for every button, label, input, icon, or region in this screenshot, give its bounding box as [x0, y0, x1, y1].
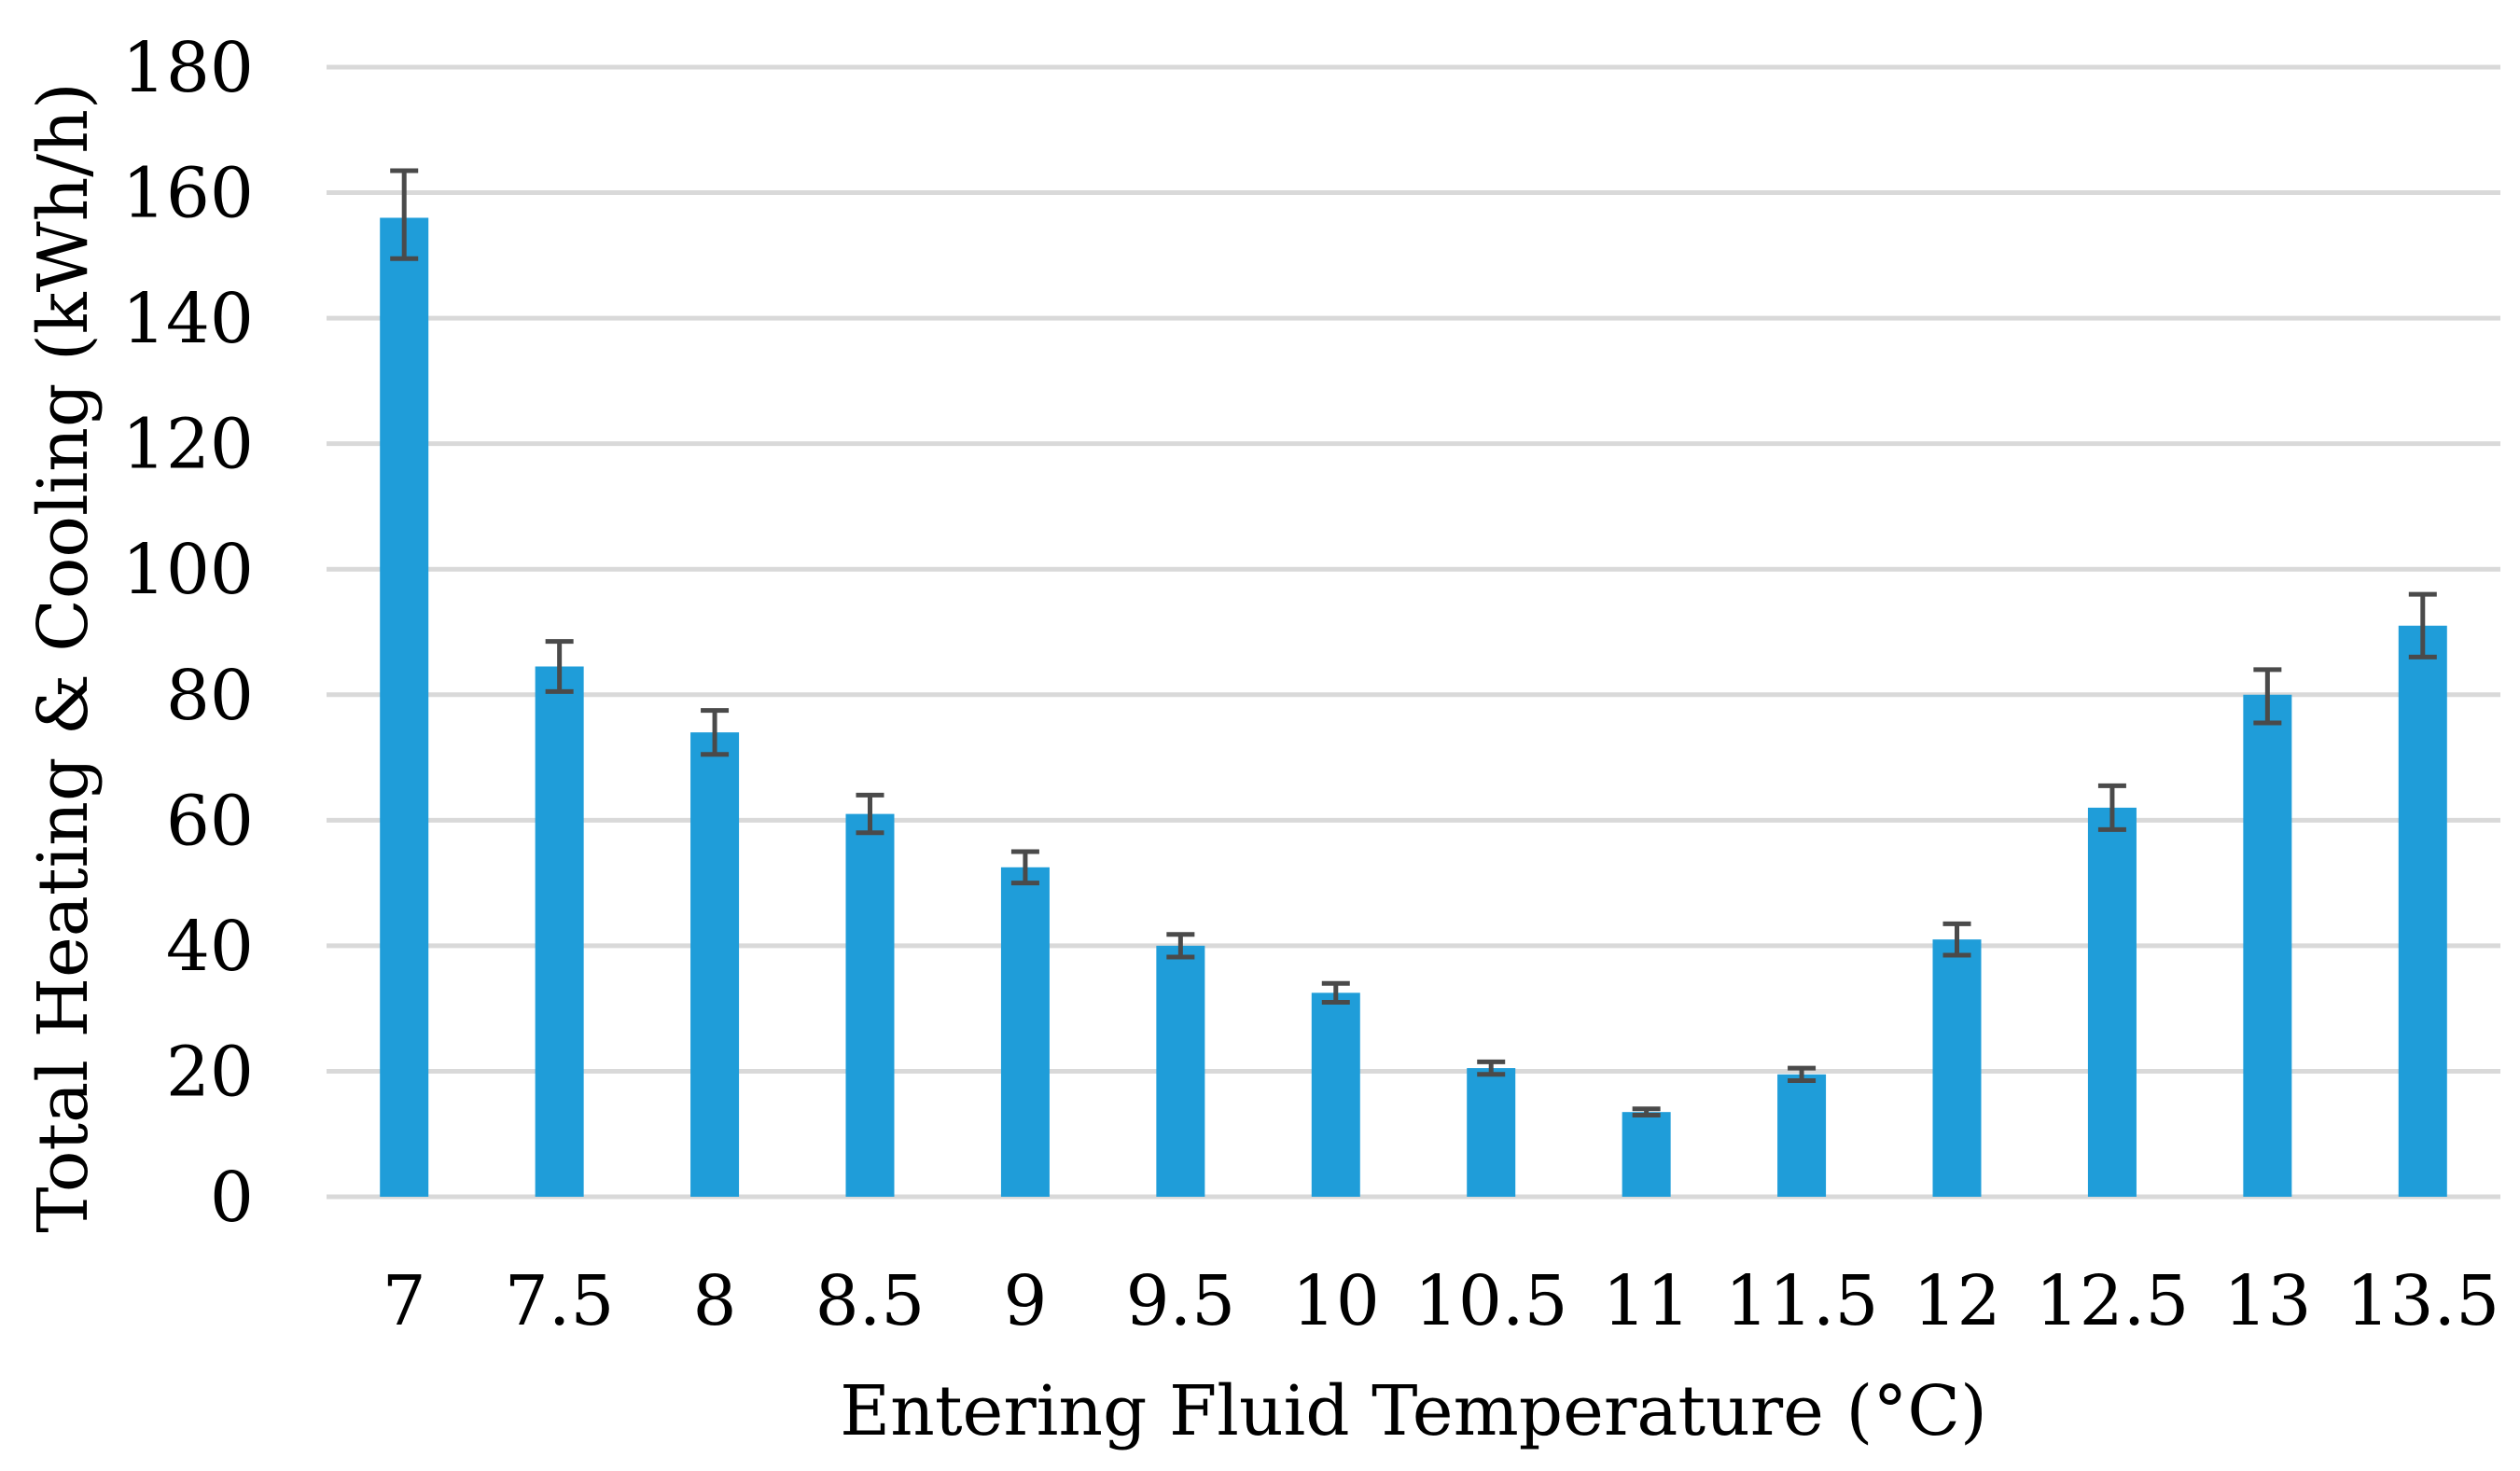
y-tick-label: 160: [122, 154, 254, 234]
y-tick-label: 180: [122, 28, 254, 108]
error-bar-13.5: [2408, 591, 2437, 659]
bars: [380, 217, 2447, 1197]
error-bar-11: [1632, 1106, 1661, 1118]
bar-8.5: [845, 813, 895, 1197]
x-tick-label: 13: [2223, 1261, 2311, 1341]
error-bar-10.5: [1477, 1059, 1506, 1077]
y-tick-label: 120: [122, 405, 254, 485]
error-bar-12.5: [2097, 783, 2126, 832]
x-tick-label: 9: [1003, 1261, 1047, 1341]
bar-7.5: [535, 666, 584, 1197]
bar-9: [1000, 867, 1050, 1197]
x-tick-label: 11.5: [1725, 1261, 1879, 1341]
error-bar-9.5: [1166, 932, 1195, 960]
x-tick-label: 7.5: [505, 1261, 615, 1341]
y-tick-label: 40: [166, 907, 254, 987]
bar-12.5: [2087, 807, 2137, 1197]
y-tick-label: 100: [122, 530, 254, 610]
y-axis-title: Total Heating & Cooling (kWh/h): [23, 82, 104, 1233]
x-axis-tick-labels: 7 7.5 8 8.5 9 9.5 10 10.5 11 11.5 12 12.5 13 13.5: [383, 1261, 2500, 1341]
x-tick-label: 7: [383, 1261, 426, 1341]
y-axis-tick-labels: 0 20 40 60 80 100 120 140 160 180: [122, 28, 254, 1238]
bar-8: [690, 732, 740, 1197]
error-bar-9: [1010, 849, 1039, 886]
error-bar-10: [1321, 980, 1350, 1005]
x-axis-title: Entering Fluid Temperature (°C): [840, 1371, 1987, 1451]
y-tick-label: 80: [166, 656, 254, 736]
x-tick-label: 9.5: [1126, 1261, 1236, 1341]
x-tick-label: 10.5: [1414, 1261, 1568, 1341]
x-tick-label: 8.5: [815, 1261, 926, 1341]
bar-7: [380, 217, 429, 1197]
error-bar-13: [2253, 667, 2282, 726]
x-tick-label: 12: [1913, 1261, 2000, 1341]
error-bar-8.5: [856, 792, 884, 836]
bar-12: [1932, 939, 1982, 1197]
error-bars: [390, 168, 2437, 1118]
error-bar-12: [1942, 921, 1971, 958]
y-tick-label: 140: [122, 279, 254, 359]
x-tick-label: 12.5: [2036, 1261, 2190, 1341]
error-bar-8: [701, 708, 730, 757]
x-tick-label: 10: [1292, 1261, 1380, 1341]
y-tick-label: 0: [210, 1158, 254, 1238]
error-bar-7: [390, 168, 419, 261]
y-tick-label: 20: [166, 1032, 254, 1112]
y-tick-label: 60: [166, 781, 254, 861]
bar-9.5: [1156, 945, 1205, 1197]
gridlines: [327, 64, 2500, 1200]
bar-10: [1311, 992, 1360, 1197]
x-tick-label: 11: [1603, 1261, 1691, 1341]
x-tick-label: 13.5: [2346, 1261, 2499, 1341]
bar-10.5: [1467, 1068, 1516, 1197]
error-bar-11.5: [1788, 1065, 1817, 1084]
bar-11: [1622, 1112, 1671, 1197]
bar-11.5: [1777, 1074, 1827, 1197]
x-tick-label: 8: [693, 1261, 737, 1341]
bar-13.5: [2398, 625, 2447, 1197]
error-bar-7.5: [545, 639, 574, 694]
bar-13: [2243, 694, 2292, 1197]
